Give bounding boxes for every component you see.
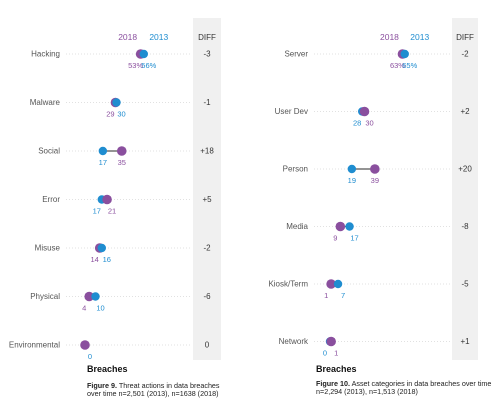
chart1-diff-value-social: +18	[200, 147, 214, 156]
chart1-value-label-2013-error: 17	[93, 207, 101, 216]
chart2-point-2018-person	[370, 164, 380, 174]
chart2-category-label-user-dev: User Dev	[275, 107, 308, 116]
chart1-diff-value-error: +5	[202, 195, 212, 204]
chart2-category-label-kiosk-term: Kiosk/Term	[268, 280, 308, 289]
chart1-caption-label: Figure 9.	[87, 381, 117, 390]
chart1-legend-2013: 2013	[149, 32, 168, 42]
chart2-diff-value-media: -8	[461, 222, 469, 231]
chart2-point-2013-server	[400, 49, 409, 59]
chart1-value-label-2018-error: 21	[108, 207, 116, 216]
chart1-point-2013-misuse	[97, 243, 107, 253]
chart2-xlabel: Breaches	[316, 364, 357, 374]
chart2-value-label-2013-network: 0	[323, 349, 327, 358]
chart2-diff-value-server: -2	[461, 50, 469, 59]
chart2-category-label-media: Media	[286, 222, 308, 231]
chart1-category-label-misuse: Misuse	[35, 244, 61, 253]
chart1-category-label-environmental: Environmental	[9, 341, 60, 350]
chart2-diff-value-network: +1	[460, 337, 470, 346]
chart1-value-label-2013-physical: 10	[96, 304, 104, 313]
chart2-point-2018-media	[335, 221, 346, 232]
chart1-diff-value-physical: -6	[203, 292, 211, 301]
chart1-value-label-2018-physical: 4	[82, 304, 86, 313]
chart1-value-label-2013-environmental: 0	[88, 352, 92, 361]
chart2-category-label-server: Server	[284, 50, 308, 59]
chart2-value-label-2013-user-dev: 28	[353, 119, 361, 128]
chart1-point-2018-environmental	[80, 340, 90, 350]
chart2-value-label-2018-server: 63%	[390, 61, 405, 70]
chart2-diff-band	[452, 18, 478, 360]
chart1-category-label-malware: Malware	[30, 98, 61, 107]
chart2-diff-header: DIFF	[456, 33, 474, 42]
chart1-category-label-hacking: Hacking	[31, 50, 60, 59]
chart2-diff-value-user-dev: +2	[460, 107, 470, 116]
chart2-legend-2013: 2013	[410, 32, 429, 42]
chart1-category-label-error: Error	[42, 195, 60, 204]
chart1-category-label-social: Social	[38, 147, 60, 156]
chart2-value-label-2013-server: 65%	[402, 61, 417, 70]
chart1-xlabel: Breaches	[87, 364, 128, 374]
chart1-point-2013-malware	[112, 98, 121, 107]
chart2-point-2018-user-dev	[359, 106, 370, 117]
chart2-point-2018-network	[326, 336, 336, 347]
chart1-point-2013-hacking	[139, 49, 148, 59]
chart1-diff-value-environmental: 0	[205, 341, 210, 350]
chart1-value-label-2013-malware: 30	[117, 110, 125, 119]
chart2-value-label-2013-kiosk-term: 7	[341, 291, 345, 300]
chart2-value-label-2018-user-dev: 30	[365, 119, 373, 128]
chart1-value-label-2018-social: 35	[118, 158, 126, 167]
chart1-value-label-2018-misuse: 14	[91, 255, 99, 264]
chart2-value-label-2018-media: 9	[333, 234, 337, 243]
chart2-point-2018-kiosk-term	[326, 279, 336, 289]
chart1-value-label-2018-malware: 29	[106, 110, 114, 119]
chart1-point-2018-social	[116, 146, 127, 156]
chart1-diff-value-hacking: -3	[203, 50, 211, 59]
chart1-diff-header: DIFF	[198, 33, 216, 42]
chart1-legend-2018: 2018	[118, 32, 137, 42]
chart1-value-label-2018-hacking: 53%	[128, 61, 143, 70]
chart2-value-label-2013-media: 17	[350, 234, 358, 243]
chart2-caption-label: Figure 10.	[316, 379, 350, 388]
chart2-value-label-2018-person: 39	[371, 176, 379, 185]
chart2-legend-2018: 2018	[380, 32, 399, 42]
chart2-diff-value-kiosk-term: -5	[461, 280, 469, 289]
chart2-value-label-2013-person: 19	[348, 176, 356, 185]
chart2-value-label-2018-network: 1	[334, 349, 338, 358]
chart2-category-label-network: Network	[279, 337, 309, 346]
chart2-category-label-person: Person	[283, 165, 308, 174]
chart1-diff-value-malware: -1	[203, 98, 211, 107]
chart1-diff-band	[193, 18, 221, 360]
chart1-caption: Figure 9. Threat actions in data breache…	[87, 382, 222, 398]
chart2-caption: Figure 10. Asset categories in data brea…	[316, 380, 496, 396]
chart2-diff-value-person: +20	[458, 165, 472, 174]
chart1-point-2018-error	[102, 194, 112, 205]
chart1-value-label-2013-hacking: 56%	[141, 61, 156, 70]
chart2-point-2013-kiosk-term	[333, 279, 343, 289]
chart1-value-label-2013-misuse: 16	[103, 255, 111, 264]
chart1-value-label-2013-social: 17	[99, 158, 107, 167]
chart1-diff-value-misuse: -2	[203, 244, 211, 253]
chart2-point-2013-media	[345, 222, 354, 231]
chart2-caption-text: Asset categories in data breaches over t…	[316, 379, 492, 396]
chart2-value-label-2018-kiosk-term: 1	[324, 291, 328, 300]
chart1-point-2013-physical	[91, 292, 100, 301]
chart1-point-2018-physical	[84, 291, 94, 302]
chart2-point-2013-person	[347, 164, 357, 174]
chart1-point-2013-social	[98, 146, 108, 156]
chart1-category-label-physical: Physical	[30, 292, 60, 301]
chart1-caption-text: Threat actions in data breaches over tim…	[87, 381, 220, 398]
